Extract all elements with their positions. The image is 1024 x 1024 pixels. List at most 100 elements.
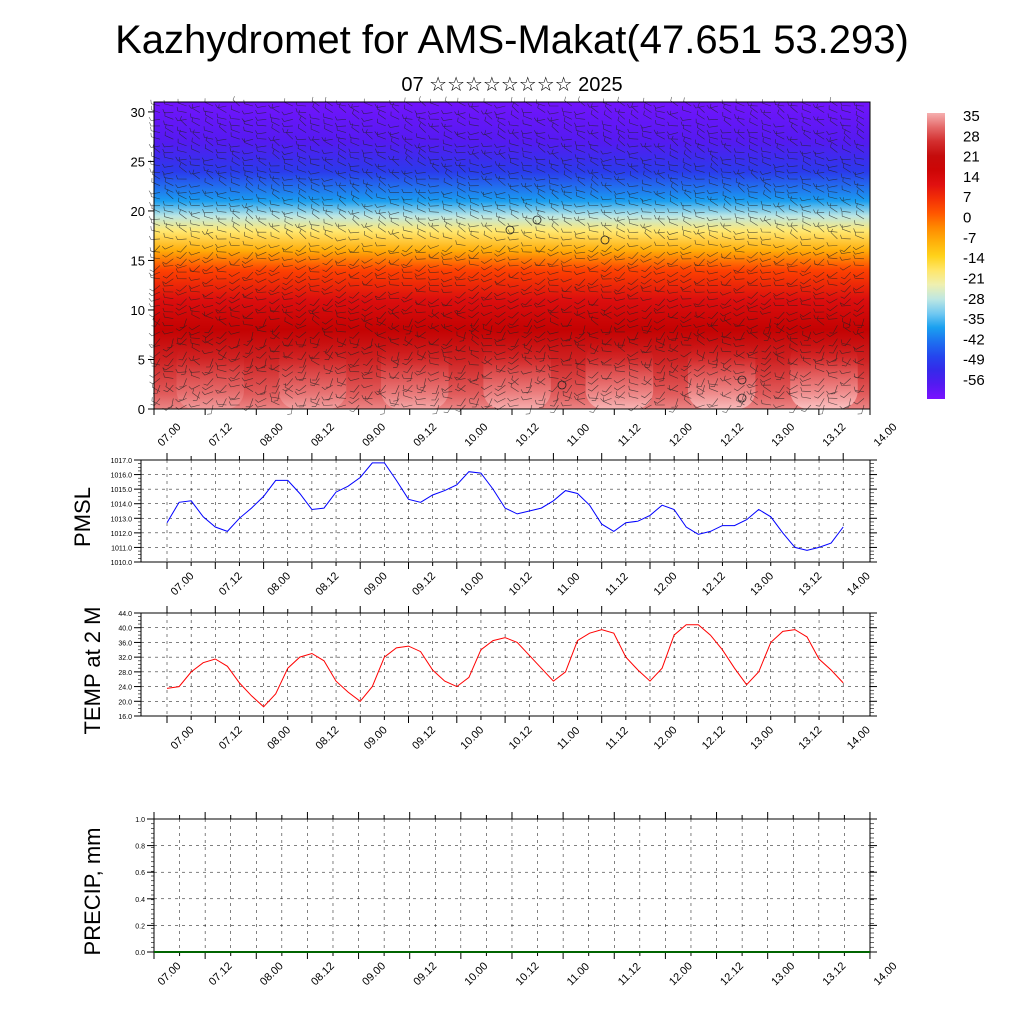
wind-barb [190,338,200,346]
x-tick-label: 10.12 [507,724,535,752]
wind-barb [654,251,666,259]
wind-barb [630,331,639,341]
wind-barb [707,359,718,366]
wind-barb [722,112,732,120]
wind-barb [845,318,851,329]
wind-barb [201,270,214,275]
wind-barb [600,203,612,208]
wind-barb [348,282,360,287]
wind-barb [841,358,851,367]
wind-barb [775,171,785,180]
wind-barb [548,384,559,393]
wind-barb [856,183,865,193]
wind-barb [324,156,333,167]
wind-barb [283,158,293,167]
wind-barb [256,326,267,333]
wind-barb [548,305,559,312]
wind-barb [683,163,692,173]
wind-barb [242,314,254,319]
wind-barb [480,245,493,250]
wind-barb [389,371,400,380]
wind-barb [374,143,386,148]
wind-barb [507,129,519,134]
wind-barb [494,104,506,109]
wind-barb [679,251,692,256]
wind-barb [760,358,772,366]
wind-barb [733,235,745,240]
x-tick-label: 12.00 [667,421,695,449]
wind-barb [762,390,772,399]
wind-barb [456,198,466,206]
wind-barb [484,222,493,233]
wind-barb [418,189,426,200]
wind-barb [616,391,625,399]
wind-barb [813,338,825,344]
wind-barb [774,167,785,173]
wind-barb [455,291,466,299]
wind-barb [852,311,865,317]
wind-barb [762,99,772,107]
wind-barb [298,189,307,200]
wind-barb [387,336,400,341]
wind-barb [468,291,480,299]
wind-barb [826,138,838,142]
wind-barb [814,378,825,386]
wind-barb [551,149,559,160]
wind-barb [604,222,612,233]
wind-barb [484,116,493,127]
wind-barb [666,305,679,309]
wind-barb [520,229,532,234]
wind-barb [481,347,493,353]
wind-barb [790,229,798,240]
wind-barb [654,214,665,220]
wind-barb [429,359,439,366]
wind-barb [365,222,373,233]
wind-barb [765,318,772,329]
wind-barb [734,247,745,253]
wind-barb [735,198,745,206]
wind-barb [148,331,161,337]
wind-barb [428,354,439,359]
wind-barb [321,396,333,401]
wind-barb [563,163,572,173]
wind-barb [801,205,811,213]
wind-barb [428,147,439,153]
wind-barb [229,261,240,266]
wind-barb [826,390,838,395]
wind-barb [361,305,373,312]
wind-barb [787,193,798,200]
wind-barb [148,344,161,348]
wind-barb [443,404,453,414]
wind-barb [759,282,772,287]
wind-barb [337,338,347,347]
wind-barb [600,311,612,316]
x-tick-label: 13.12 [797,570,825,598]
wind-barb [600,288,612,293]
wind-barb [816,103,825,113]
wind-barb [853,321,865,326]
wind-barb [827,187,838,193]
wind-barb [547,263,559,268]
wind-barb [560,402,572,407]
wind-barb [431,309,440,319]
wind-barb [470,230,479,240]
wind-barb [696,336,705,346]
y-tick-label: 0.4 [135,897,145,904]
wind-barb [272,149,280,160]
wind-barb [323,119,333,127]
x-tick-label: 08.12 [314,570,342,598]
wind-barb [428,268,439,274]
wind-barb [497,130,506,140]
wind-barb [614,265,626,272]
wind-barb [335,222,347,227]
wind-barb [763,331,772,341]
wind-barb [653,305,665,311]
wind-barb [388,294,400,299]
wind-barb [416,113,426,120]
wind-barb [338,182,347,193]
x-tick-label: 11.12 [616,961,643,988]
wind-barb [799,271,812,277]
wind-barb [573,311,586,317]
wind-barb [613,209,625,214]
wind-barb [150,132,161,140]
